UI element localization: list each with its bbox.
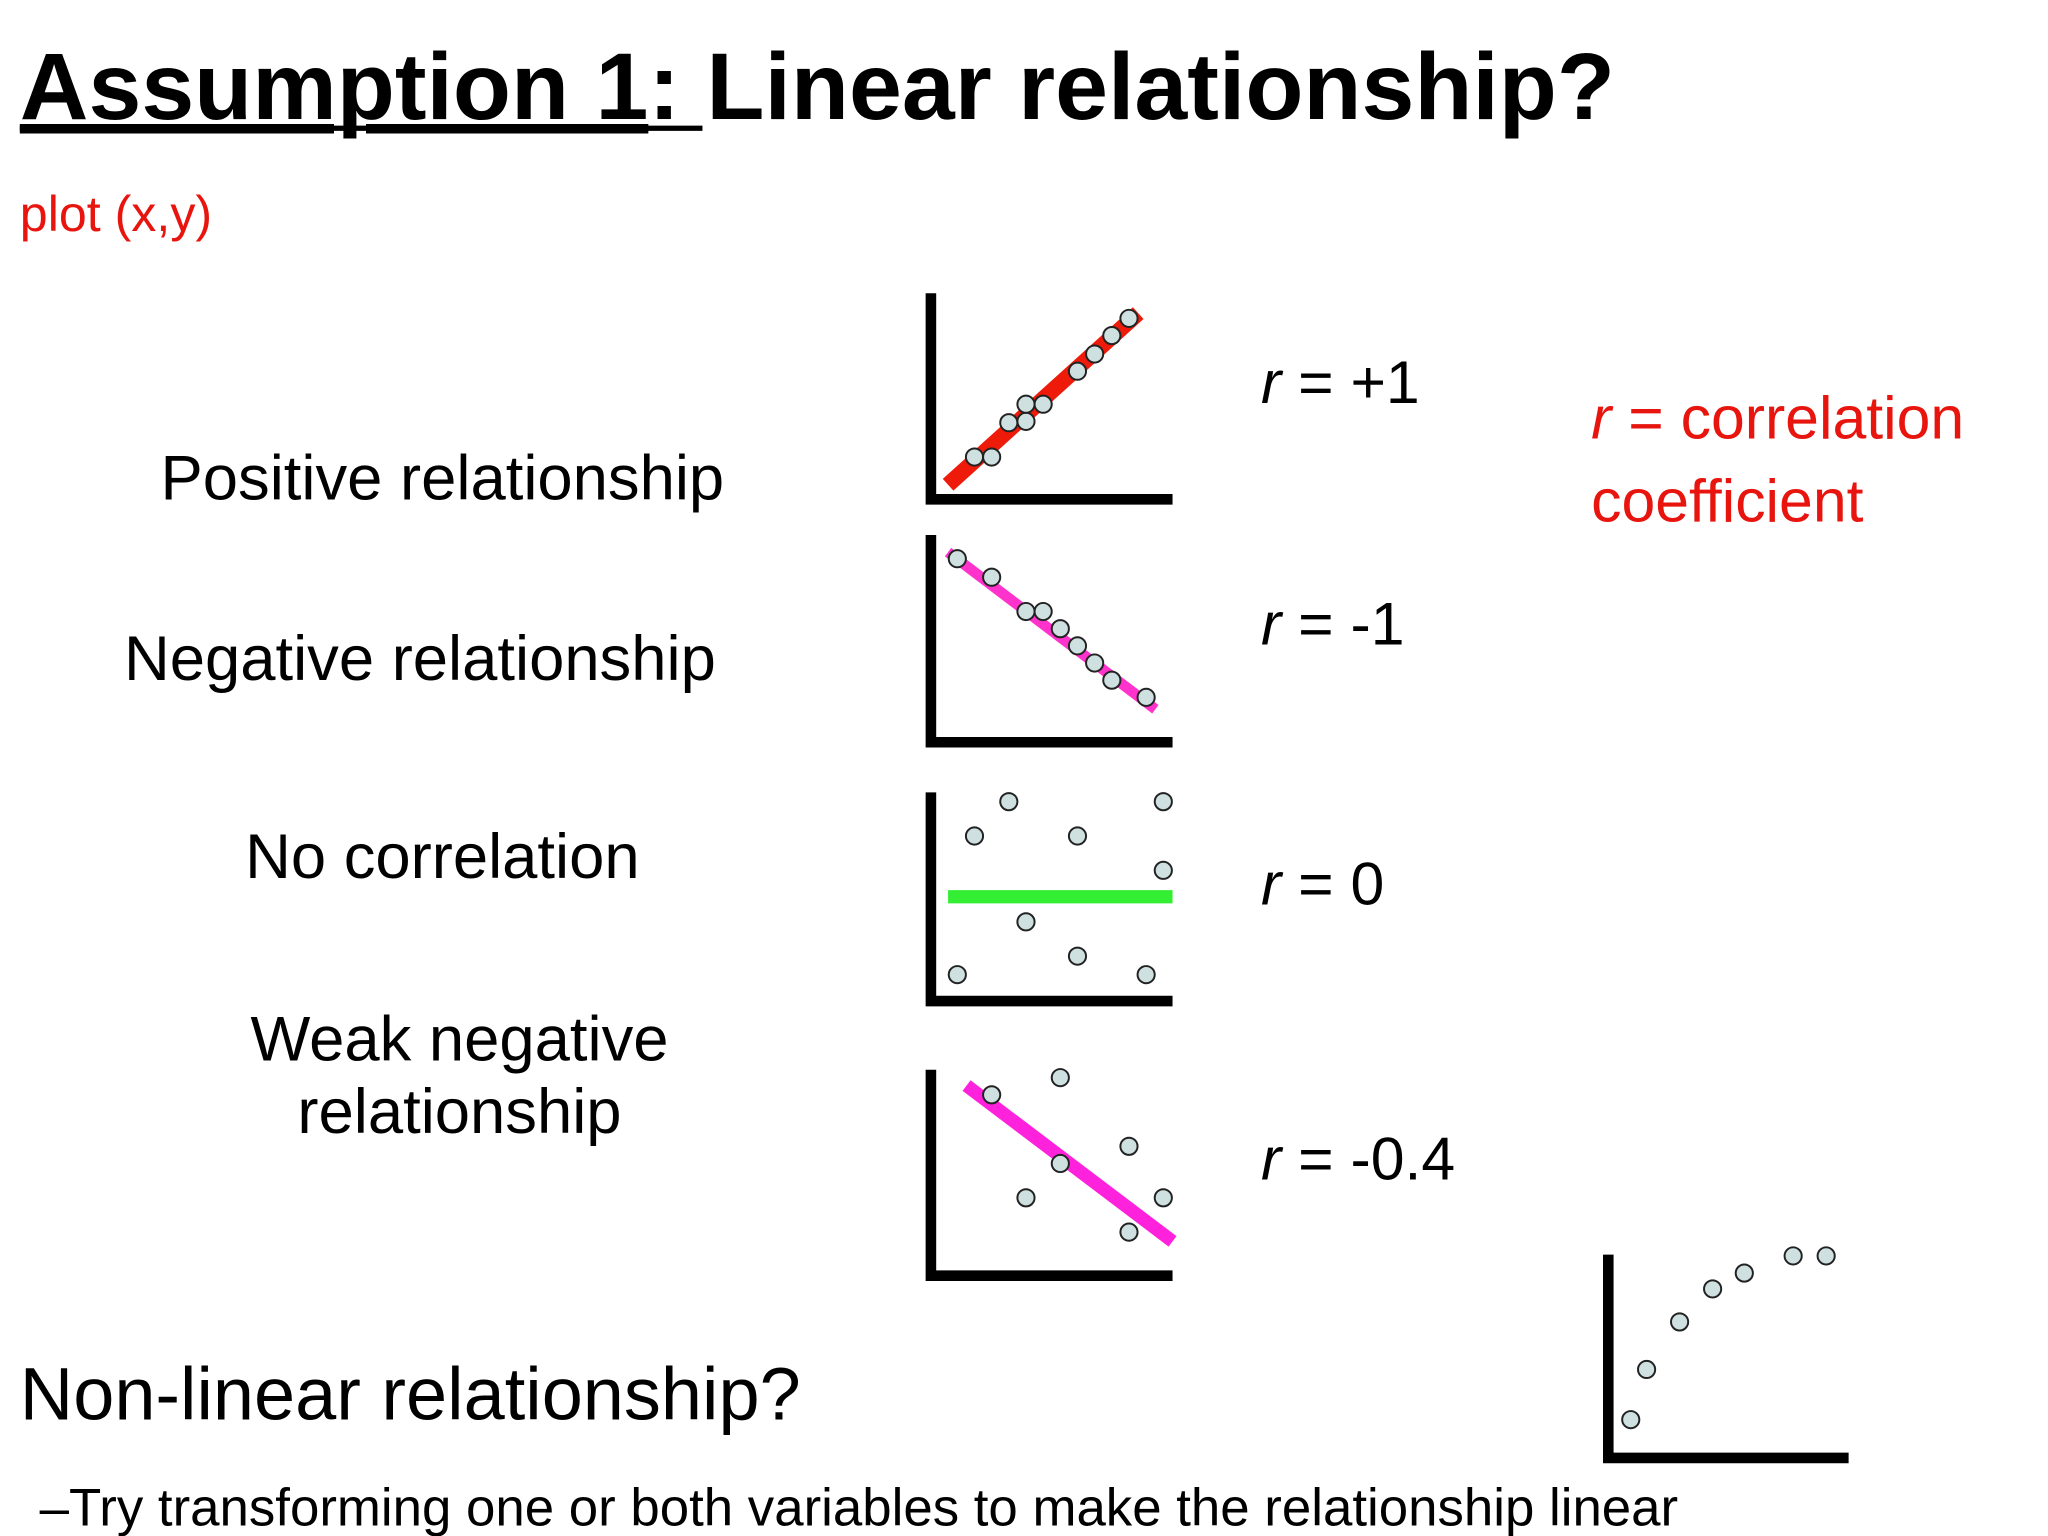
plot-none (925, 792, 1173, 1007)
axes (925, 534, 1173, 748)
title-main: Assumption 1 (20, 34, 649, 140)
axes (1603, 1254, 1849, 1464)
dots (1621, 1246, 1836, 1430)
plot-positive (925, 293, 1173, 505)
r-value: r = -0.4 (1261, 1124, 1455, 1192)
row-label: Negative relationship (124, 624, 716, 694)
r-symbol: r (1261, 850, 1284, 918)
row-label: Positive relationship (161, 443, 725, 513)
r-symbol: r (1261, 348, 1284, 416)
r-value: r = +1 (1261, 348, 1420, 416)
axes (925, 1069, 1173, 1281)
plot-weak (925, 1068, 1177, 1281)
title-rest: : Linear relationship? (648, 34, 1615, 140)
subtitle: plot (x,y) (20, 186, 212, 242)
r-text: = 0 (1281, 850, 1384, 918)
plot-negative (925, 534, 1173, 748)
dots (982, 1068, 1173, 1242)
r-text: = -0.4 (1281, 1124, 1455, 1192)
row-label: relationship (297, 1077, 621, 1147)
row-label: Weak negative (250, 1004, 668, 1074)
title: Assumption 1: Linear relationship? (20, 34, 1615, 140)
r-value: r = 0 (1261, 850, 1384, 918)
dots (947, 792, 1173, 985)
dots (964, 308, 1139, 467)
r-text: = -1 (1281, 590, 1404, 658)
nonlinear-heading: Non-linear relationship? (20, 1353, 801, 1436)
row-label: No correlation (245, 822, 640, 892)
r-symbol: r (1261, 590, 1284, 658)
note: r = correlation (1591, 384, 1964, 452)
r-symbol: r (1261, 1124, 1284, 1192)
dots (947, 549, 1156, 707)
r-text: = +1 (1281, 348, 1419, 416)
note-symbol: r (1591, 384, 1614, 452)
axes (925, 792, 1173, 1007)
note-text: = correlation (1611, 384, 1964, 452)
axes (925, 293, 1173, 505)
nonlinear-tip: –Try transforming one or both variables … (40, 1478, 1679, 1536)
note-text: coefficient (1591, 467, 1863, 535)
plot-nonlinear (1603, 1246, 1849, 1464)
r-value: r = -1 (1261, 590, 1404, 658)
